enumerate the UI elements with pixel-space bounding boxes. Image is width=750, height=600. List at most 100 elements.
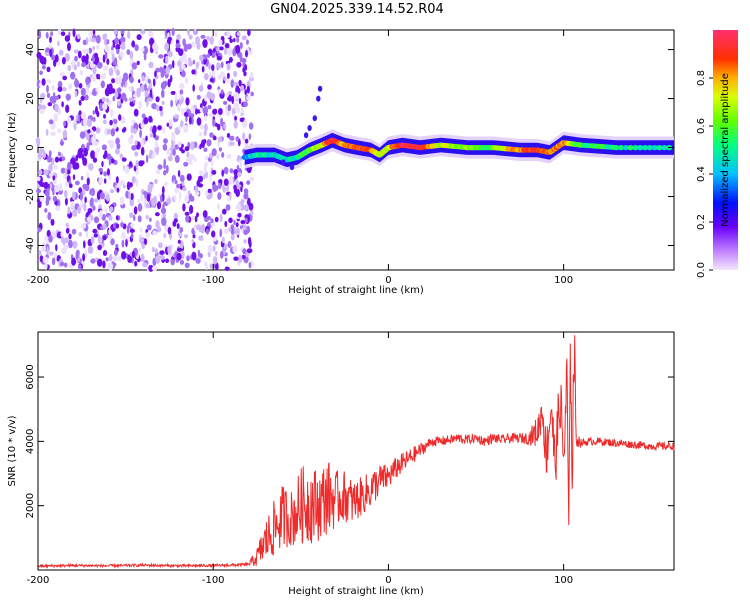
noise-speck bbox=[225, 103, 228, 113]
noise-speck bbox=[53, 113, 58, 122]
noise-speck bbox=[173, 114, 180, 119]
noise-speck bbox=[70, 71, 76, 80]
y-tick-label: -20 bbox=[25, 188, 36, 204]
noise-speck bbox=[44, 235, 49, 242]
noise-speck bbox=[98, 167, 103, 172]
noise-speck bbox=[207, 84, 212, 90]
noise-speck bbox=[111, 53, 115, 61]
ridge-offshoot bbox=[312, 115, 317, 122]
noise-speck bbox=[162, 203, 165, 212]
noise-speck bbox=[170, 144, 176, 151]
noise-speck bbox=[218, 181, 222, 190]
noise-speck bbox=[120, 222, 124, 228]
noise-speck bbox=[188, 34, 193, 40]
noise-speck bbox=[246, 180, 251, 185]
noise-speck bbox=[53, 164, 58, 170]
noise-speck bbox=[121, 251, 127, 260]
noise-speck bbox=[145, 232, 151, 238]
noise-speck bbox=[57, 28, 62, 36]
noise-speck bbox=[94, 56, 98, 66]
noise-speck bbox=[103, 65, 109, 71]
noise-speck bbox=[54, 103, 59, 113]
noise-speck bbox=[87, 129, 91, 134]
noise-speck bbox=[133, 214, 136, 222]
noise-speck bbox=[47, 211, 52, 221]
noise-speck bbox=[182, 52, 187, 60]
noise-speck bbox=[154, 70, 157, 78]
noise-speck bbox=[72, 174, 76, 181]
noise-speck bbox=[233, 81, 239, 86]
noise-speck bbox=[151, 103, 156, 109]
noise-speck bbox=[68, 233, 72, 240]
noise-speck bbox=[181, 70, 186, 78]
noise-speck bbox=[88, 137, 92, 146]
noise-speck bbox=[145, 203, 150, 209]
noise-speck bbox=[86, 118, 93, 127]
noise-speck bbox=[228, 94, 232, 102]
noise-speck bbox=[99, 74, 103, 79]
noise-speck bbox=[217, 89, 221, 94]
noise-speck bbox=[241, 35, 247, 41]
noise-speck bbox=[232, 245, 238, 254]
noise-speck bbox=[167, 245, 172, 255]
noise-speck bbox=[108, 229, 112, 235]
noise-speck bbox=[206, 216, 212, 220]
noise-speck bbox=[176, 183, 181, 189]
noise-speck bbox=[198, 224, 202, 233]
noise-speck bbox=[73, 64, 77, 71]
noise-speck bbox=[185, 215, 190, 223]
noise-speck bbox=[167, 51, 173, 58]
ridge-sample bbox=[627, 145, 634, 151]
noise-speck bbox=[220, 89, 224, 95]
noise-speck bbox=[97, 234, 101, 244]
noise-speck bbox=[130, 232, 134, 239]
noise-speck bbox=[110, 238, 115, 246]
noise-speck bbox=[239, 117, 245, 123]
noise-speck bbox=[225, 110, 231, 117]
noise-speck bbox=[115, 176, 119, 184]
noise-speck bbox=[227, 240, 232, 249]
noise-speck bbox=[152, 230, 157, 236]
noise-speck bbox=[128, 182, 133, 188]
noise-speck bbox=[39, 255, 44, 263]
colorbar: 0.0 0.2 0.4 0.6 0.8 Normalized spectral ampl… bbox=[696, 30, 738, 278]
noise-speck bbox=[218, 39, 223, 46]
noise-speck bbox=[126, 49, 131, 55]
noise-speck bbox=[158, 54, 164, 59]
noise-speck bbox=[91, 90, 97, 96]
noise-speck bbox=[101, 214, 107, 221]
noise-speck bbox=[166, 122, 170, 127]
noise-speck bbox=[92, 110, 96, 115]
ridge-offshoot bbox=[317, 85, 323, 92]
noise-speck bbox=[159, 109, 164, 117]
noise-speck bbox=[164, 181, 168, 187]
noise-speck bbox=[80, 200, 84, 209]
noise-speck bbox=[191, 239, 194, 244]
noise-speck bbox=[182, 203, 186, 212]
noise-speck bbox=[239, 52, 243, 61]
noise-speck bbox=[176, 247, 183, 252]
noise-speck bbox=[128, 161, 133, 168]
x-tick-label: -200 bbox=[27, 275, 50, 286]
noise-speck bbox=[216, 153, 220, 160]
noise-speck bbox=[115, 244, 119, 248]
noise-speck bbox=[46, 84, 49, 93]
noise-speck bbox=[235, 227, 240, 236]
noise-speck bbox=[136, 60, 140, 66]
noise-speck bbox=[200, 224, 206, 234]
noise-speck bbox=[140, 160, 145, 165]
noise-speck bbox=[226, 63, 231, 71]
noise-speck bbox=[75, 250, 79, 259]
noise-speck bbox=[131, 40, 136, 48]
noise-speck bbox=[152, 78, 156, 87]
noise-speck bbox=[181, 181, 185, 187]
noise-speck bbox=[48, 163, 53, 172]
noise-speck bbox=[82, 253, 86, 262]
noise-speck bbox=[204, 95, 208, 102]
noise-speck bbox=[88, 47, 92, 54]
noise-speck bbox=[200, 235, 204, 241]
noise-speck bbox=[63, 237, 69, 244]
noise-speck bbox=[52, 189, 55, 196]
noise-speck bbox=[179, 82, 185, 90]
noise-speck bbox=[82, 118, 89, 127]
